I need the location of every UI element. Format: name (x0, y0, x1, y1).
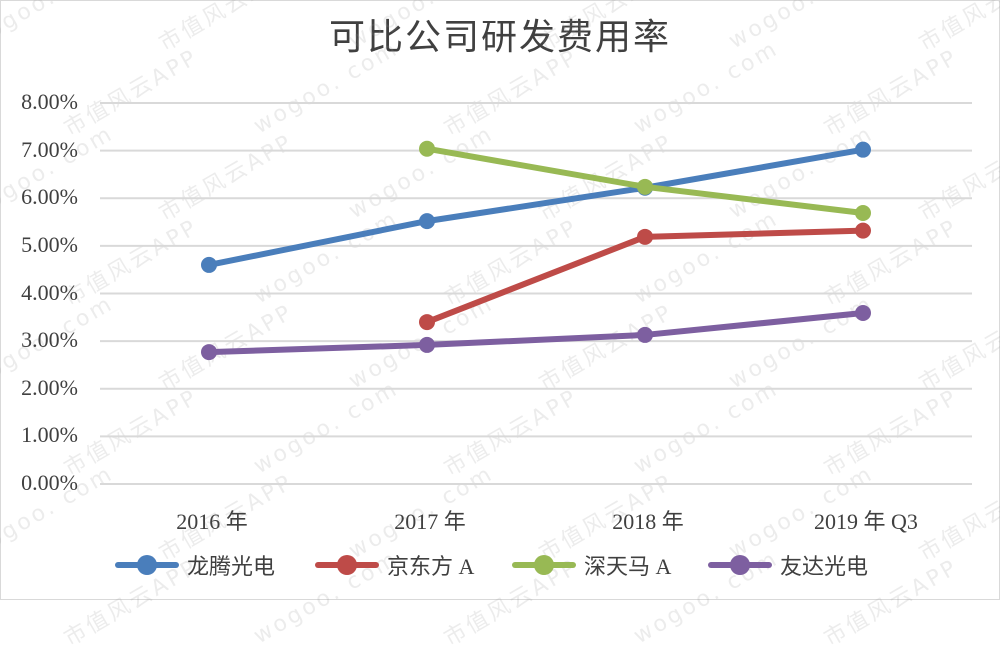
x-tick-label: 2017 年 (394, 509, 466, 534)
data-point-marker (855, 222, 871, 239)
legend-line-marker-icon (115, 548, 179, 582)
legend-label: 深天马 A (584, 554, 672, 579)
legend: 龙腾光电 京东方 A 深天马 A 友达光电 (0, 548, 1000, 582)
y-tick-label: 6.00% (21, 184, 78, 210)
x-tick-label: 2016 年 (176, 509, 248, 534)
data-point-marker (201, 344, 217, 361)
y-tick-label: 3.00% (21, 327, 78, 353)
legend-item: 龙腾光电 (115, 548, 275, 582)
data-point-marker (419, 140, 435, 157)
y-tick-label: 7.00% (21, 136, 78, 162)
data-point-marker (419, 213, 435, 230)
legend-line-marker-icon (315, 548, 379, 582)
data-point-marker (637, 228, 653, 245)
legend-line-marker-icon (512, 548, 576, 582)
series-line (206, 310, 866, 356)
y-tick-label: 8.00% (21, 89, 78, 114)
legend-label: 龙腾光电 (187, 554, 276, 579)
data-point-marker (201, 256, 217, 273)
y-tick-label: 5.00% (21, 231, 78, 257)
legend-item: 友达光电 (708, 548, 868, 582)
data-point-marker (855, 141, 871, 158)
legend-item: 深天马 A (512, 548, 671, 582)
legend-item: 京东方 A (315, 548, 474, 582)
series-line (206, 146, 866, 268)
data-point-marker (419, 314, 435, 331)
y-tick-label: 0.00% (21, 470, 78, 495)
y-tick-label: 4.00% (21, 279, 78, 305)
plot-area (100, 102, 972, 485)
data-point-marker (637, 178, 653, 195)
legend-line-marker-icon (708, 548, 772, 582)
data-point-marker (855, 305, 871, 322)
legend-label: 友达光电 (780, 554, 869, 579)
y-tick-label: 1.00% (21, 422, 78, 448)
data-point-marker (637, 326, 653, 343)
legend-label: 京东方 A (387, 554, 475, 579)
x-tick-label: 2018 年 (612, 509, 684, 534)
y-tick-label: 2.00% (21, 374, 78, 400)
data-point-marker (855, 205, 871, 222)
chart-title: 可比公司研发费用率 (328, 17, 671, 57)
x-tick-label: 2019 年 Q3 (814, 509, 918, 534)
data-point-marker (419, 336, 435, 353)
